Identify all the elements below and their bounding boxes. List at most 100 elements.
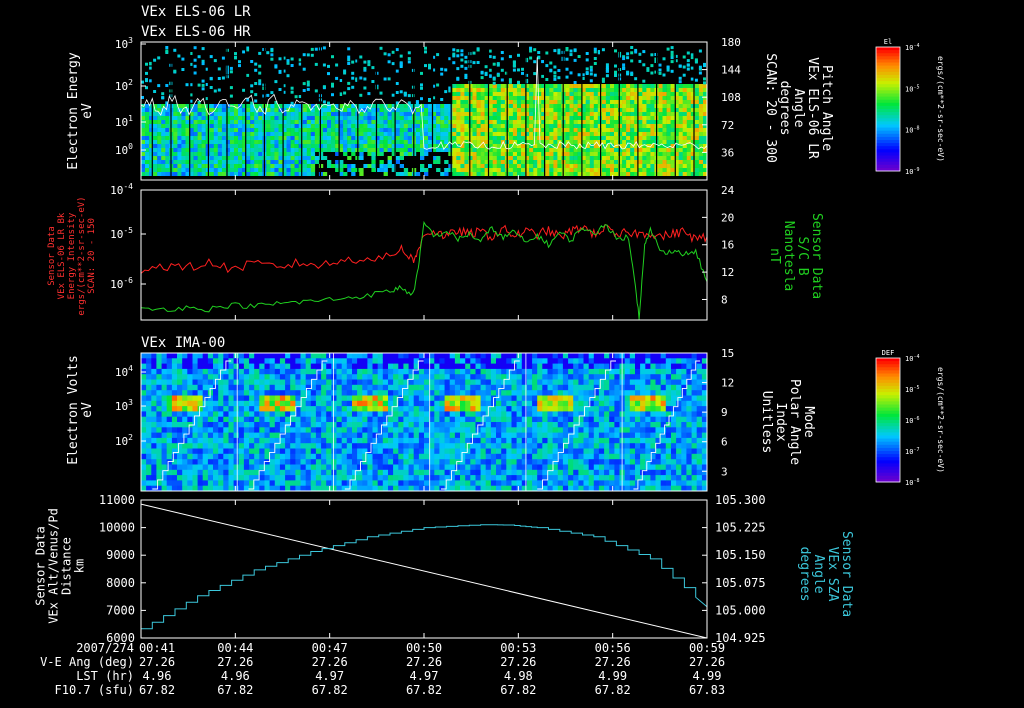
els-cell bbox=[472, 136, 477, 140]
els-cell bbox=[302, 140, 307, 144]
els-cell bbox=[209, 160, 214, 164]
ima-cell bbox=[290, 480, 296, 487]
els-cell bbox=[181, 156, 186, 160]
ima-cell bbox=[336, 368, 343, 375]
ima-cell bbox=[465, 485, 471, 492]
ima-cell bbox=[182, 475, 188, 481]
ima-cell bbox=[151, 422, 157, 428]
ima-cell bbox=[326, 480, 332, 487]
els-cell bbox=[537, 164, 542, 168]
els-cell bbox=[690, 152, 696, 156]
els-cell bbox=[496, 100, 502, 104]
els-cell bbox=[488, 152, 493, 156]
els-cell bbox=[646, 128, 651, 132]
els-cell bbox=[605, 120, 611, 124]
ima-cell bbox=[418, 406, 425, 412]
els-speckle bbox=[157, 56, 161, 60]
els-cell bbox=[335, 128, 340, 132]
els-cell bbox=[298, 132, 303, 136]
ima-cell bbox=[259, 459, 265, 465]
els-cell bbox=[452, 84, 457, 88]
els-cell bbox=[492, 88, 497, 92]
ima-cell bbox=[310, 437, 317, 444]
els-cell bbox=[557, 168, 562, 172]
els-cell bbox=[553, 160, 558, 164]
ima-cell bbox=[465, 400, 471, 407]
ima-cell bbox=[439, 422, 445, 428]
els-cell bbox=[488, 140, 493, 144]
els-cell bbox=[678, 100, 683, 104]
els-speckle bbox=[654, 57, 658, 61]
ima-cell bbox=[326, 448, 332, 455]
ima-cell bbox=[223, 422, 229, 428]
els-cell bbox=[614, 148, 619, 152]
ima-cell bbox=[171, 368, 178, 375]
els-cell bbox=[318, 132, 324, 136]
ima-cell bbox=[382, 379, 389, 386]
ima-cell bbox=[156, 422, 162, 428]
els-cell bbox=[177, 156, 182, 160]
els-cell bbox=[229, 144, 235, 148]
els-cell bbox=[141, 172, 146, 176]
ima-cell bbox=[336, 422, 343, 428]
ima-cell bbox=[418, 453, 425, 460]
ima-cell bbox=[315, 374, 322, 380]
els-cell bbox=[456, 112, 461, 116]
ima-cell bbox=[146, 390, 152, 396]
els-cell bbox=[626, 144, 631, 148]
els-speckle bbox=[359, 93, 363, 97]
els-cell bbox=[302, 164, 307, 168]
els-speckle bbox=[500, 78, 504, 82]
els-cell bbox=[472, 128, 477, 132]
els-speckle bbox=[229, 66, 233, 70]
ima-cell bbox=[424, 374, 430, 380]
els-cell bbox=[444, 128, 449, 132]
els-cell bbox=[258, 156, 263, 160]
els-cell bbox=[622, 140, 627, 144]
ima-cell bbox=[161, 395, 168, 402]
els-cell bbox=[549, 120, 554, 124]
els-speckle bbox=[517, 81, 520, 85]
ima-cell bbox=[243, 358, 250, 365]
ima-cell bbox=[141, 358, 147, 365]
els-cell bbox=[424, 172, 429, 176]
ima-cell bbox=[475, 363, 482, 370]
ima-cell bbox=[408, 358, 415, 365]
ima-cell bbox=[192, 459, 199, 465]
ima-cell bbox=[228, 448, 235, 455]
ima-cell bbox=[279, 390, 286, 396]
ima-cell bbox=[480, 395, 487, 402]
els-cell bbox=[238, 132, 243, 136]
ima-cell bbox=[336, 437, 343, 444]
els-cell bbox=[690, 140, 696, 144]
els-speckle bbox=[650, 53, 654, 57]
els-cell bbox=[347, 136, 352, 140]
ima-cell bbox=[341, 384, 348, 391]
ima-cell bbox=[290, 459, 296, 465]
els-cell bbox=[690, 156, 696, 160]
ima-cell bbox=[352, 448, 358, 455]
ima-cell bbox=[259, 368, 265, 375]
els-speckle bbox=[197, 55, 201, 59]
els-cell bbox=[484, 136, 489, 140]
els-cell bbox=[508, 136, 514, 140]
els-cell bbox=[500, 104, 506, 108]
ima-cell bbox=[166, 437, 173, 444]
ima-cell bbox=[444, 432, 451, 439]
els-cell bbox=[658, 172, 663, 176]
ima-cell bbox=[444, 448, 451, 455]
els-speckle bbox=[189, 62, 193, 66]
els-speckle bbox=[221, 76, 225, 80]
els-cell bbox=[585, 132, 590, 136]
ima-cell bbox=[146, 469, 152, 476]
els-cell bbox=[213, 116, 219, 120]
els-cell bbox=[496, 148, 502, 152]
ima-cell bbox=[305, 475, 312, 481]
els-cell bbox=[553, 128, 558, 132]
ima-cell bbox=[408, 390, 415, 396]
els-cell bbox=[488, 144, 493, 148]
ima-cell bbox=[233, 443, 240, 449]
els-cell bbox=[650, 108, 655, 112]
ima-cell bbox=[238, 390, 245, 396]
els-cell bbox=[217, 112, 223, 116]
